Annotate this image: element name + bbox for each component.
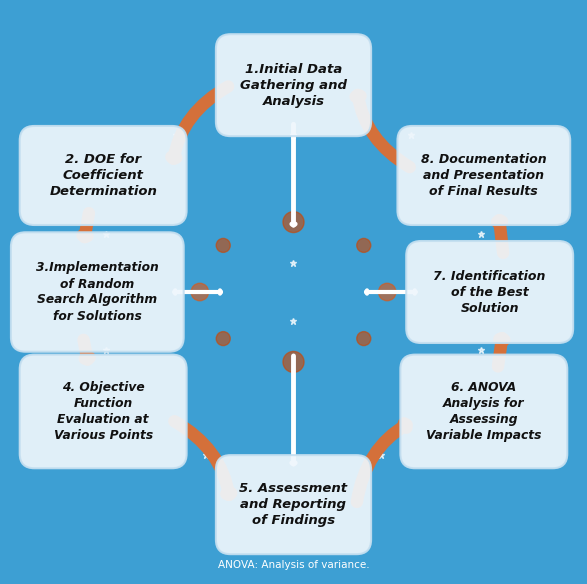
Text: 7. Identification
of the Best
Solution: 7. Identification of the Best Solution xyxy=(433,269,546,315)
Circle shape xyxy=(216,332,230,346)
Text: 3.Implementation
of Random
Search Algorithm
for Solutions: 3.Implementation of Random Search Algori… xyxy=(36,262,158,322)
Circle shape xyxy=(379,283,396,301)
FancyBboxPatch shape xyxy=(406,241,573,343)
FancyBboxPatch shape xyxy=(216,455,371,554)
Circle shape xyxy=(283,211,304,232)
Text: 2. DOE for
Coefficient
Determination: 2. DOE for Coefficient Determination xyxy=(49,153,157,198)
Text: 1.Initial Data
Gathering and
Analysis: 1.Initial Data Gathering and Analysis xyxy=(240,62,347,107)
Circle shape xyxy=(216,238,230,252)
FancyBboxPatch shape xyxy=(20,354,187,468)
Circle shape xyxy=(357,332,371,346)
Text: 4. Objective
Function
Evaluation at
Various Points: 4. Objective Function Evaluation at Vari… xyxy=(53,381,153,442)
FancyBboxPatch shape xyxy=(400,354,567,468)
Text: 8. Documentation
and Presentation
of Final Results: 8. Documentation and Presentation of Fin… xyxy=(421,153,546,198)
FancyBboxPatch shape xyxy=(11,232,184,352)
Text: 5. Assessment
and Reporting
of Findings: 5. Assessment and Reporting of Findings xyxy=(239,482,348,527)
Circle shape xyxy=(357,238,371,252)
FancyBboxPatch shape xyxy=(216,34,371,136)
Circle shape xyxy=(191,283,208,301)
Text: 6. ANOVA
Analysis for
Assessing
Variable Impacts: 6. ANOVA Analysis for Assessing Variable… xyxy=(426,381,542,442)
Text: ANOVA: Analysis of variance.: ANOVA: Analysis of variance. xyxy=(218,561,369,571)
Circle shape xyxy=(283,352,304,373)
FancyBboxPatch shape xyxy=(397,126,570,225)
FancyBboxPatch shape xyxy=(20,126,187,225)
